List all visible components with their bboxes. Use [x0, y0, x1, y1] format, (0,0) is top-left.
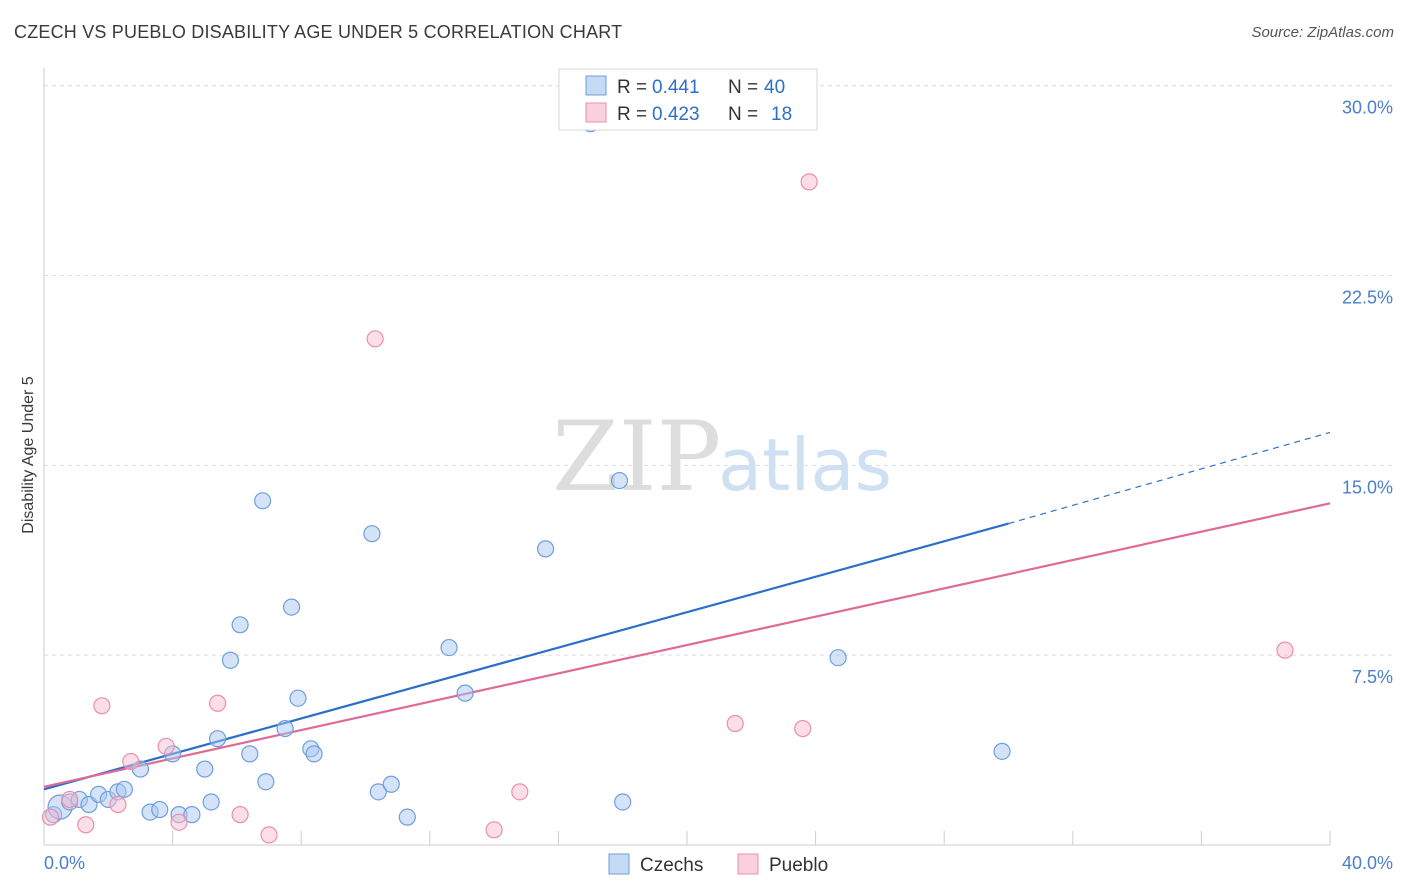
point-czechs [369, 783, 387, 801]
legend-bottom: Czechs Pueblo [608, 853, 828, 876]
legend-r-value-czechs: 0.441 [652, 77, 700, 98]
y-tick-label: 30.0% [1342, 98, 1393, 118]
point-czechs [241, 745, 259, 763]
y-tick-label: 7.5% [1352, 667, 1393, 687]
point-czechs [456, 684, 474, 702]
legend-n-label-pueblo: N = [728, 104, 758, 125]
legend-n-value-czechs: 40 [764, 77, 785, 98]
point-czechs [440, 638, 458, 657]
grid-lines [44, 85, 1392, 656]
point-pueblo [109, 795, 127, 814]
legend-n-value-pueblo: 18 [771, 104, 792, 125]
point-czechs [151, 800, 169, 819]
point-pueblo [485, 821, 503, 839]
point-czechs [993, 742, 1011, 760]
point-pueblo [77, 816, 95, 834]
point-pueblo [260, 826, 278, 844]
source-label: Source: ZipAtlas.com [1251, 24, 1394, 41]
x-tick-label-min: 0.0% [44, 853, 85, 873]
trend-line-pueblo [43, 502, 1331, 788]
point-pueblo [157, 737, 175, 755]
point-czechs [202, 793, 220, 811]
y-tick-label: 15.0% [1342, 477, 1393, 497]
point-czechs [614, 793, 632, 811]
legend-r-label-pueblo: R = [617, 104, 647, 125]
trend-line-extension-czechs [1008, 431, 1331, 525]
point-czechs [363, 525, 381, 543]
point-pueblo [231, 806, 249, 824]
legend-swatch-czechs [585, 75, 607, 96]
point-pueblo [794, 719, 812, 738]
point-czechs [183, 806, 201, 824]
legend-bottom-swatch-pueblo [737, 853, 759, 875]
legend-swatch-pueblo [585, 102, 607, 123]
legend-bottom-swatch-czechs [608, 853, 630, 875]
watermark: ZIP atlas [552, 401, 892, 513]
y-axis-label: Disability Age Under 5 [20, 376, 37, 534]
point-czechs [257, 773, 275, 791]
point-czechs [382, 775, 400, 793]
legend-top: R = 0.441 N = 40 R = 0.423 N = 18 [558, 68, 818, 131]
trend-lines [43, 431, 1331, 791]
point-pueblo [726, 714, 744, 733]
point-czechs [276, 719, 294, 738]
chart-title: CZECH VS PUEBLO DISABILITY AGE UNDER 5 C… [14, 22, 623, 42]
watermark-atlas: atlas [718, 423, 892, 507]
point-pueblo [511, 783, 529, 801]
point-czechs [282, 598, 301, 616]
point-czechs [254, 492, 272, 510]
legend-n-label-czechs: N = [728, 77, 758, 98]
point-pueblo [209, 694, 227, 712]
point-czechs [221, 651, 240, 669]
point-czechs [398, 808, 416, 826]
point-pueblo [800, 173, 818, 191]
point-czechs [209, 730, 227, 748]
point-czechs [829, 649, 847, 667]
trend-line-czechs [43, 522, 1009, 791]
point-czechs [231, 616, 249, 634]
watermark-zip: ZIP [552, 401, 721, 513]
point-pueblo [41, 808, 60, 826]
legend-bottom-label-pueblo: Pueblo [769, 855, 828, 876]
y-tick-labels: 7.5% 15.0% 22.5% 30.0% [1342, 98, 1393, 687]
point-pueblo [170, 813, 188, 831]
point-pueblo [122, 752, 140, 771]
point-czechs [196, 760, 214, 778]
legend-bottom-label-czechs: Czechs [640, 855, 703, 876]
point-czechs [305, 745, 323, 763]
point-pueblo [366, 330, 384, 348]
point-czechs [536, 540, 555, 558]
legend-r-value-pueblo: 0.423 [652, 104, 700, 125]
x-axis-ticks [172, 831, 1331, 845]
point-pueblo [61, 790, 79, 809]
point-czechs [115, 780, 133, 798]
legend-r-label-czechs: R = [617, 77, 647, 98]
x-tick-label-max: 40.0% [1342, 853, 1393, 873]
y-tick-label: 22.5% [1342, 288, 1393, 308]
point-pueblo [93, 697, 111, 715]
point-czechs [610, 471, 629, 490]
point-czechs [289, 689, 307, 707]
point-pueblo [1276, 641, 1294, 659]
